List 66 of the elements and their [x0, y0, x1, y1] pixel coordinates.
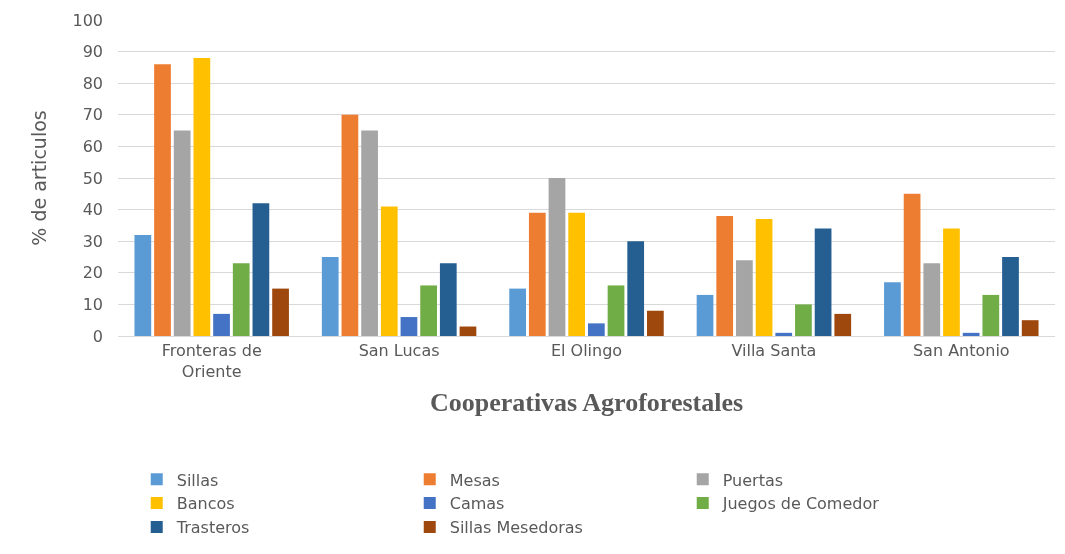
bar: [568, 212, 586, 336]
bar: [795, 304, 812, 336]
bar: [923, 263, 941, 336]
y-tick-label: 90: [82, 42, 103, 62]
bar: [193, 57, 211, 336]
x-tick-label: San Lucas: [358, 341, 440, 361]
y-tick-label: 30: [82, 231, 103, 251]
y-tick-label: 20: [82, 263, 103, 283]
y-tick-label: 80: [82, 73, 103, 93]
bar: [341, 114, 359, 336]
x-axis-title: Cooperativas Agroforestales: [429, 387, 744, 417]
legend-label: Mesas: [449, 470, 500, 490]
y-axis-title: % de articulos: [28, 110, 51, 246]
bar: [647, 310, 664, 336]
bar: [903, 193, 921, 336]
bar: [982, 294, 1000, 336]
y-tick-label: 50: [82, 168, 103, 188]
bar: [420, 285, 437, 336]
legend-label: Juegos de Comedor: [721, 494, 880, 514]
y-tick-label: 0: [92, 326, 103, 346]
bar: [775, 332, 793, 336]
bar: [400, 317, 418, 336]
bar: [884, 282, 901, 336]
bar: [252, 203, 270, 336]
bar: [962, 332, 980, 336]
bar: [272, 288, 289, 336]
bar: [361, 130, 378, 336]
bar: [1021, 320, 1039, 336]
bar: [439, 263, 457, 336]
bar: [213, 313, 230, 336]
bar: [528, 212, 546, 336]
legend-label: Puertas: [722, 470, 784, 490]
bar: [736, 260, 753, 336]
legend-label: Bancos: [176, 494, 235, 514]
legend-label: Sillas Mesedoras: [449, 518, 583, 538]
bar: [509, 288, 526, 336]
x-tick-label: Villa Santa: [731, 341, 817, 361]
y-tick-label: 40: [82, 200, 103, 220]
legend-label: Camas: [449, 494, 505, 514]
x-tick-label: El Olingo: [550, 341, 623, 361]
legend-label: Trasteros: [175, 518, 250, 538]
bar: [834, 313, 852, 336]
bar: [232, 263, 250, 336]
bar: [943, 228, 960, 336]
x-tick-label: Fronteras de Oriente: [161, 341, 262, 381]
x-tick-label: San Antonio: [912, 341, 1010, 361]
y-tick-label: 70: [82, 105, 103, 125]
legend-label: Sillas: [176, 470, 219, 490]
bar: [173, 130, 191, 336]
bar: [696, 294, 714, 336]
bar: [607, 285, 625, 336]
y-tick-label: 60: [82, 137, 103, 156]
bar: [716, 215, 734, 336]
bar: [134, 234, 152, 336]
bar: [321, 257, 339, 336]
bar: [755, 219, 773, 336]
bar: [459, 326, 477, 336]
y-tick-label: 10: [82, 295, 103, 314]
bar: [814, 228, 832, 336]
bar: [587, 323, 605, 336]
bar: [1002, 257, 1019, 336]
bar: [380, 206, 398, 336]
bar: [154, 64, 171, 336]
bar: [627, 241, 645, 336]
bar: [548, 178, 566, 336]
y-tick-label: 100: [72, 10, 103, 30]
